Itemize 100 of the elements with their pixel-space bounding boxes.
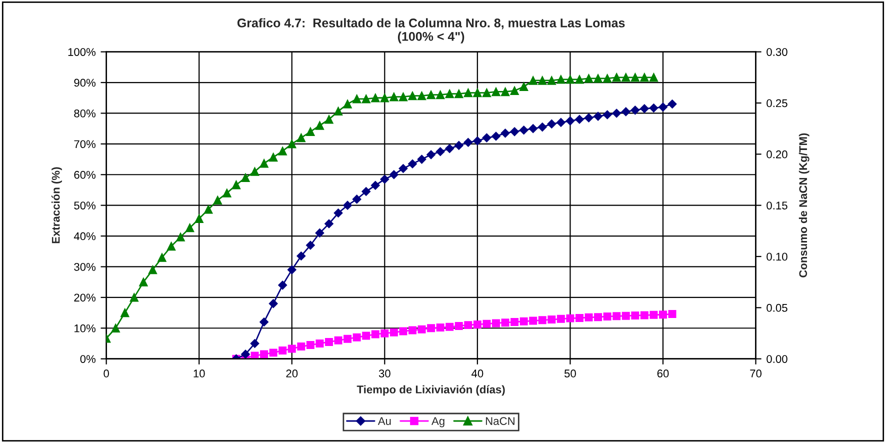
point <box>269 348 278 357</box>
point <box>306 240 315 250</box>
point <box>250 352 259 359</box>
point <box>343 100 352 108</box>
point <box>316 339 324 348</box>
point <box>362 332 370 340</box>
x-tick-label: 70 <box>750 370 762 378</box>
point <box>436 147 445 156</box>
point <box>575 314 584 322</box>
point <box>380 94 389 102</box>
point <box>584 74 594 83</box>
point <box>528 124 538 134</box>
point <box>232 180 241 190</box>
point <box>371 330 380 338</box>
point <box>324 338 333 346</box>
chart-title: Grafico 4.7: Resultado de la Columna Nro. 8, muestra Las Lomas (100% < 4") <box>237 18 625 44</box>
point <box>520 317 528 326</box>
point <box>631 312 640 320</box>
point <box>612 312 621 320</box>
point <box>389 170 398 180</box>
point <box>668 100 677 108</box>
point <box>519 126 528 135</box>
point <box>371 94 380 102</box>
point <box>436 324 444 332</box>
point <box>380 329 389 338</box>
point <box>621 107 630 116</box>
point <box>556 314 565 323</box>
point <box>352 333 361 342</box>
point <box>306 127 315 136</box>
x-axis-title: Tiempo de Lixiviavión (días) <box>356 385 505 396</box>
point <box>612 108 622 118</box>
y-tick-label: 80% <box>74 110 96 118</box>
point <box>612 73 621 82</box>
point <box>649 104 658 112</box>
point <box>250 167 260 176</box>
point <box>352 94 362 104</box>
point <box>362 94 370 104</box>
legend-label: NaCN <box>486 417 514 425</box>
point <box>139 278 148 286</box>
point <box>566 314 574 322</box>
point <box>324 115 334 124</box>
point <box>649 73 658 82</box>
point <box>602 110 612 120</box>
point <box>538 316 546 324</box>
point <box>268 299 278 308</box>
point <box>584 113 594 122</box>
point <box>658 310 667 319</box>
y2-axis-title: Consumo de NaCN (Kg/TM) <box>798 133 810 278</box>
point <box>315 121 324 130</box>
point <box>399 327 408 336</box>
point <box>334 106 343 116</box>
point <box>315 228 324 238</box>
point <box>473 320 482 328</box>
point <box>296 252 306 260</box>
point <box>288 344 296 353</box>
point <box>352 194 362 204</box>
point <box>288 140 296 148</box>
point <box>510 86 519 96</box>
point <box>482 320 491 328</box>
point <box>472 136 482 146</box>
point <box>390 328 398 336</box>
point <box>185 224 194 232</box>
point <box>640 311 648 320</box>
point <box>640 104 649 114</box>
y2-tick-label: 0.10 <box>766 252 788 261</box>
y2-tick-label: 0.15 <box>766 202 788 210</box>
point <box>500 87 510 96</box>
x-tick-label: 10 <box>194 370 205 378</box>
point <box>390 92 398 102</box>
y2-tick-label: 0.20 <box>766 150 788 158</box>
y2-tick-label: 0.25 <box>766 99 788 108</box>
point <box>519 82 528 91</box>
point <box>408 91 417 100</box>
point <box>278 280 288 290</box>
point <box>482 88 492 98</box>
y-axis-title: Extracción (%) <box>51 167 62 244</box>
point <box>120 308 130 318</box>
y-tick-label: 10% <box>74 324 96 332</box>
point <box>547 76 556 85</box>
point <box>241 173 250 182</box>
y-tick-label: 0% <box>80 355 96 363</box>
point <box>556 75 566 84</box>
point <box>380 174 390 184</box>
point <box>130 293 138 302</box>
point <box>566 116 575 126</box>
point <box>417 91 426 100</box>
x-tick-label: 60 <box>657 370 669 378</box>
point <box>436 90 445 100</box>
point <box>297 342 306 351</box>
point <box>454 89 464 98</box>
point <box>241 350 250 359</box>
point <box>575 114 584 124</box>
point <box>640 73 649 82</box>
point <box>306 341 314 350</box>
point <box>630 73 640 82</box>
point <box>658 102 668 112</box>
point <box>445 89 454 98</box>
point <box>602 74 612 83</box>
point <box>622 73 630 82</box>
point <box>417 154 426 164</box>
